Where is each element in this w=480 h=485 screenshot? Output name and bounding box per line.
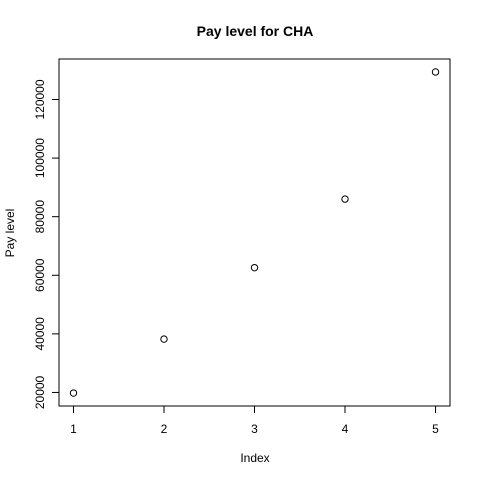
data-point xyxy=(251,264,257,270)
y-tick-label: 20000 xyxy=(33,375,47,409)
data-point xyxy=(161,336,167,342)
data-point xyxy=(432,69,438,75)
y-tick-label: 80000 xyxy=(33,200,47,234)
data-point xyxy=(70,390,76,396)
plot-frame xyxy=(59,59,450,406)
y-tick-label: 40000 xyxy=(33,317,47,351)
x-tick-label: 4 xyxy=(342,422,349,436)
x-tick-label: 2 xyxy=(161,422,168,436)
x-tick-label: 5 xyxy=(432,422,439,436)
y-tick-label: 60000 xyxy=(33,258,47,292)
y-axis-label: Pay level xyxy=(3,209,17,258)
y-axis: 20000 40000 60000 80000 100000 120000 xyxy=(33,79,59,409)
chart-title: Pay level for CHA xyxy=(197,23,314,39)
x-tick-label: 3 xyxy=(251,422,258,436)
data-point xyxy=(342,196,348,202)
y-tick-label: 100000 xyxy=(33,138,47,178)
x-axis-label: Index xyxy=(240,451,269,465)
y-tick-label: 120000 xyxy=(33,79,47,119)
x-axis: 1 2 3 4 5 xyxy=(70,406,439,436)
x-tick-label: 1 xyxy=(70,422,77,436)
data-points xyxy=(70,69,438,396)
